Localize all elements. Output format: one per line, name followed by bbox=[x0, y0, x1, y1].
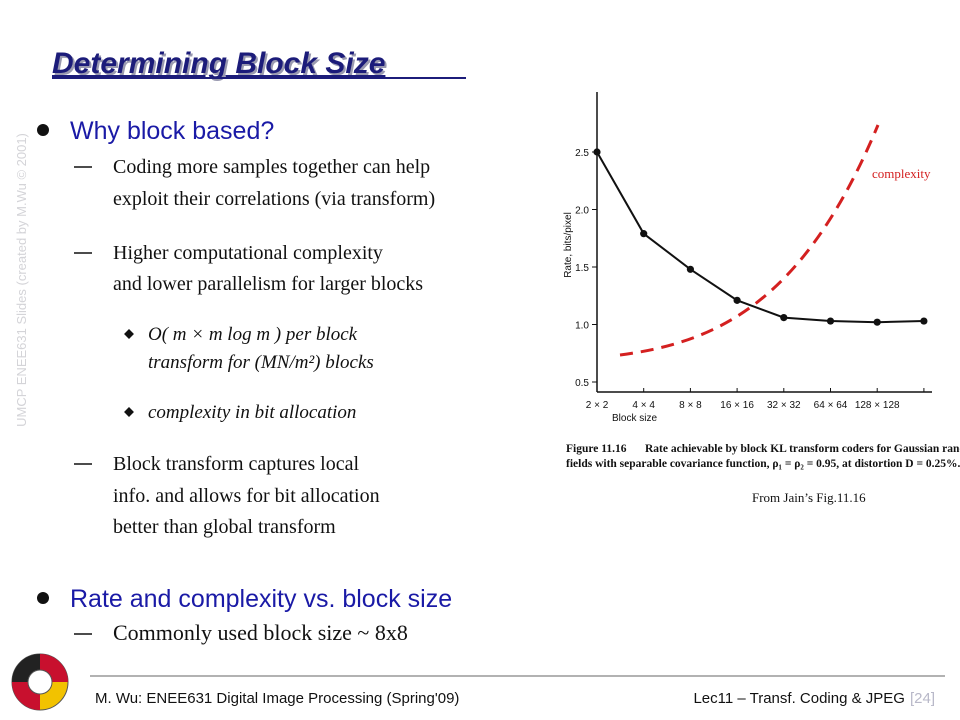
footer-right: Lec11 – Transf. Coding & JPEG bbox=[693, 690, 905, 707]
rate-point bbox=[593, 148, 601, 156]
complexity-curve bbox=[619, 124, 880, 357]
item-text: Commonly used block size ~ 8x8 bbox=[113, 620, 408, 645]
rate-point bbox=[826, 317, 835, 325]
annotation: complexity bbox=[872, 166, 931, 181]
bullet-text: Rate and complexity vs. block size bbox=[70, 585, 452, 613]
y-tick-label: 0.5 bbox=[575, 378, 589, 389]
rate-point bbox=[640, 230, 648, 238]
y-tick-label: 1.5 bbox=[575, 263, 589, 274]
caption-label: Figure 11.16 bbox=[566, 443, 627, 455]
y-tick-label: 2.5 bbox=[575, 148, 589, 159]
rate-point bbox=[733, 296, 741, 304]
rate-point bbox=[686, 265, 695, 273]
y-tick-label: 2.0 bbox=[575, 206, 589, 217]
subitem-text: O( m × m log m ) per block bbox=[148, 324, 358, 345]
item-text: exploit their correlations (via transfor… bbox=[113, 188, 435, 210]
item-text: better than global transform bbox=[113, 516, 336, 538]
footer-page: [24] bbox=[910, 690, 935, 707]
caption-line: Rate achievable by block KL transform co… bbox=[645, 443, 960, 455]
item-text: Higher computational complexity bbox=[113, 242, 383, 264]
x-tick-label: 64 × 64 bbox=[814, 400, 848, 411]
x-tick-label: 32 × 32 bbox=[767, 400, 801, 411]
title: Determining Block Size bbox=[52, 47, 385, 80]
x-axis-label: Block size bbox=[612, 413, 657, 424]
title-shadow: Determining Block Size bbox=[54, 49, 387, 82]
logo-center bbox=[27, 669, 53, 695]
watermark: UMCP ENEE631 Slides (created by M.Wu © 2… bbox=[14, 133, 29, 427]
x-tick-label: 128 × 128 bbox=[855, 400, 900, 411]
x-tick-label: 2 × 2 bbox=[586, 400, 609, 411]
bullet-dot bbox=[37, 592, 49, 604]
x-tick-label: 8 × 8 bbox=[679, 400, 702, 411]
bullet-text: Why block based? bbox=[70, 117, 274, 145]
logo bbox=[11, 653, 69, 711]
footer-left: M. Wu: ENEE631 Digital Image Processing … bbox=[95, 690, 459, 707]
item-text: info. and allows for bit allocation bbox=[113, 485, 380, 507]
caption-line: fields with separable covariance functio… bbox=[566, 458, 960, 470]
item-text: Coding more samples together can help bbox=[113, 156, 430, 178]
item-text: Block transform captures local bbox=[113, 453, 359, 475]
bullet-dot bbox=[37, 124, 49, 136]
y-tick-label: 1.0 bbox=[575, 321, 589, 332]
subitem-text: complexity in bit allocation bbox=[148, 402, 356, 423]
rate-point bbox=[920, 317, 928, 325]
x-tick-label: 16 × 16 bbox=[720, 400, 754, 411]
y-axis-label: Rate, bits/pixel bbox=[563, 212, 574, 278]
rate-line bbox=[596, 151, 924, 324]
x-tick-label: 4 × 4 bbox=[632, 400, 655, 411]
subitem-text: transform for (MN/m²) blocks bbox=[148, 352, 374, 373]
figure-source: From Jain’s Fig.11.16 bbox=[752, 490, 866, 505]
item-text: and lower parallelism for larger blocks bbox=[113, 273, 423, 295]
rate-point bbox=[873, 318, 881, 326]
rate-point bbox=[780, 314, 788, 322]
